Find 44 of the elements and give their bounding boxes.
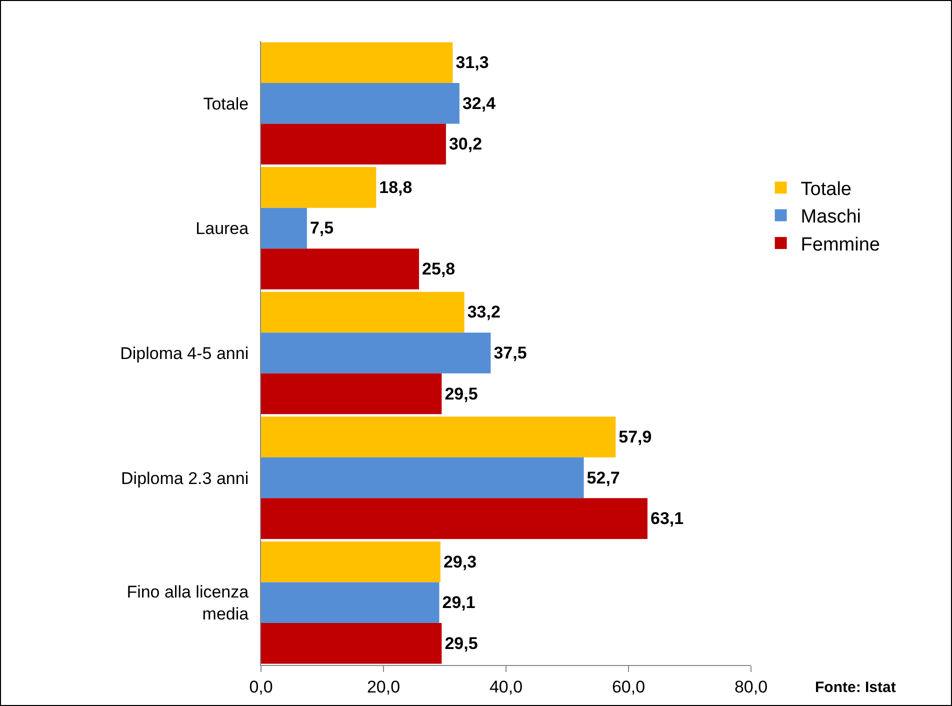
data-label: 33,2 [467,302,500,322]
bar [261,248,420,290]
data-label: 63,1 [650,509,684,528]
data-label: 37,5 [494,344,527,362]
legend-label: Totale [800,178,852,200]
legend-label: Maschi [800,206,861,228]
data-label: 29,3 [443,552,477,572]
bar [261,208,307,249]
bar [261,457,584,498]
legend-label: Femmine [800,234,880,256]
data-label: 18,8 [379,178,412,197]
bar [261,373,442,414]
bar [261,332,491,374]
bar [261,416,616,458]
y-tick-label: Fino alla licenza media [126,582,250,624]
y-tick-label: Totale [203,94,249,114]
bar [261,622,442,664]
y-tick-label: Laurea [196,219,250,238]
data-label: 25,8 [422,259,456,278]
source-note: Fonte: Istat [815,679,896,696]
bar [261,498,648,539]
data-label: 52,7 [586,468,620,488]
data-label: 30,2 [448,134,482,154]
y-tick-label: Diploma 2.3 anni [121,468,249,488]
bar [261,582,440,623]
data-label: 31,3 [456,53,489,72]
bar [261,167,376,208]
data-label: 57,9 [618,428,652,447]
x-tick-label: 80,0 [734,677,768,696]
bar [261,42,453,84]
x-tick-label: 40,0 [489,677,523,696]
x-tick-label: 20,0 [366,677,400,696]
y-tick-label: Diploma 4-5 anni [120,344,249,363]
data-label: 29,5 [444,384,478,404]
data-label: 32,4 [462,94,496,113]
data-label: 29,1 [442,593,476,612]
data-label: 29,5 [444,634,478,653]
bar [261,292,464,333]
bar [261,83,460,124]
bar [261,124,446,165]
data-label: 7,5 [310,218,334,238]
x-tick-label: 0,0 [249,677,273,696]
x-tick-label: 60,0 [612,677,646,696]
bar [261,541,440,582]
